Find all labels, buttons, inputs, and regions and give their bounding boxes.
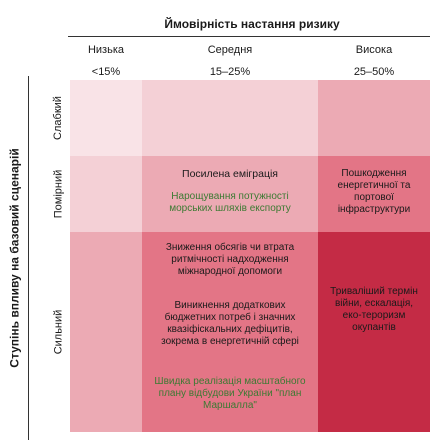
column-high: Висока 25–50% [318, 42, 430, 80]
risk-budget-needs: Виникнення додаткових бюджетних потреб і… [161, 300, 299, 347]
cell-moderate-low [70, 156, 142, 232]
risk-prolonged-war: Триваліший термін війни, ескалація, еко-… [318, 286, 430, 334]
cell-strong-medium: Зниження обсягів чи втрата ритмічності н… [142, 232, 318, 432]
impact-axis-title: Ступінь впливу на базовий сценарій [8, 148, 22, 368]
cell-strong-low [70, 232, 142, 432]
side-divider [28, 76, 29, 440]
cell-moderate-medium: Посилена еміграція Нарощування потужност… [142, 156, 318, 232]
cell-weak-high [318, 80, 430, 156]
risk-sea-export: Нарощування потужності морських шляхів е… [169, 191, 291, 214]
cell-strong-high: Триваліший термін війни, ескалація, еко-… [318, 232, 430, 432]
column-medium-range: 15–25% [209, 66, 251, 78]
row-label-strong: Сильний [52, 309, 65, 355]
cell-weak-medium [142, 80, 318, 156]
risk-infrastructure-damage: Пошкодження енергетичної та портової інф… [337, 168, 411, 215]
probability-header: Ймовірність настання ризику [164, 17, 340, 31]
row-label-moderate: Помірний [52, 169, 65, 219]
column-low: Низька <15% [70, 42, 142, 80]
column-low-name: Низька [87, 44, 125, 56]
risk-aid-reduction: Зниження обсягів чи втрата ритмічності н… [165, 242, 295, 277]
column-low-range: <15% [91, 66, 121, 78]
header-divider [68, 36, 430, 37]
column-high-range: 25–50% [353, 66, 395, 78]
risk-emigration: Посилена еміграція [182, 168, 278, 180]
column-medium: Середня 15–25% [142, 42, 318, 80]
row-label-weak: Слабкий [52, 96, 65, 140]
cell-moderate-high: Пошкодження енергетичної та портової інф… [318, 156, 430, 232]
column-medium-name: Середня [207, 44, 253, 56]
cell-weak-low [70, 80, 142, 156]
column-high-name: Висока [355, 44, 393, 56]
risk-marshall-plan: Швидка реалізація масштабного плану відб… [154, 376, 306, 411]
